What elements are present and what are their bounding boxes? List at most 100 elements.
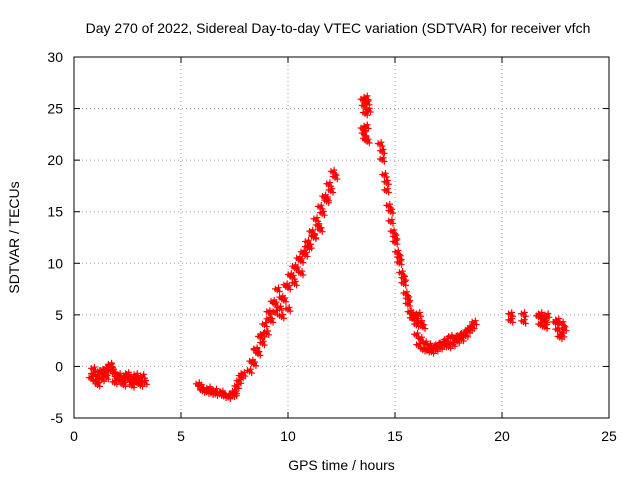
data-point [231, 381, 243, 392]
data-point [376, 154, 388, 165]
data-point [289, 261, 300, 273]
data-point [327, 166, 339, 178]
y-axis-label: SDTVAR / TECUs [6, 181, 22, 293]
data-point [118, 379, 129, 390]
y-tick-label: 0 [55, 358, 63, 374]
data-point [272, 284, 283, 295]
data-point [381, 185, 392, 196]
data-point [276, 311, 287, 322]
data-point [92, 379, 103, 390]
data-point [100, 372, 112, 383]
data-point [257, 329, 268, 341]
data-point [518, 309, 529, 320]
data-point [284, 270, 296, 281]
data-point [297, 247, 309, 258]
data-point [135, 379, 146, 390]
data-point [203, 383, 215, 394]
data-point [109, 377, 121, 388]
data-point [280, 280, 292, 291]
data-point [360, 92, 372, 103]
data-point [460, 329, 472, 341]
data-point [398, 273, 409, 284]
data-point [379, 170, 390, 181]
data-point [314, 224, 326, 235]
data-point [541, 310, 553, 321]
data-point [381, 177, 392, 188]
data-point [505, 315, 516, 326]
data-point [556, 329, 568, 341]
y-tick-label: 15 [47, 204, 63, 220]
data-point [210, 388, 221, 399]
data-point [385, 206, 397, 217]
data-point [113, 370, 125, 381]
data-point [233, 376, 245, 387]
data-point [505, 309, 516, 320]
data-point [374, 139, 386, 150]
data-point [402, 293, 414, 304]
data-point [244, 365, 255, 377]
data-point [259, 319, 270, 330]
data-points [85, 92, 570, 402]
data-point [360, 121, 372, 132]
y-tick-labels: -5 0 5 10 15 20 25 30 [47, 49, 63, 426]
data-point [321, 193, 332, 204]
data-point [269, 307, 281, 318]
data-point [314, 201, 326, 213]
data-point [518, 316, 529, 327]
data-point [302, 242, 313, 253]
plot-frame [73, 56, 610, 419]
y-tick-label: 30 [47, 49, 63, 65]
data-point [552, 324, 564, 335]
data-point [325, 185, 337, 196]
data-point [363, 105, 374, 116]
data-point [289, 278, 300, 289]
data-point [276, 292, 287, 303]
data-point [447, 339, 459, 350]
grid [74, 57, 609, 418]
y-tick-label: -5 [51, 410, 64, 426]
data-point [389, 231, 401, 243]
data-point [443, 341, 454, 352]
data-point [229, 388, 240, 399]
data-point [105, 359, 116, 370]
x-tick-label: 10 [280, 428, 296, 444]
data-point [295, 268, 307, 279]
data-point [558, 323, 570, 334]
x-axis-label: GPS time / hours [288, 457, 395, 473]
data-point [130, 370, 142, 381]
data-point [468, 317, 480, 328]
y-tick-label: 5 [55, 307, 63, 323]
data-point [308, 231, 320, 243]
data-point [237, 369, 249, 380]
data-point [441, 335, 452, 346]
data-point [310, 214, 322, 225]
y-tick-label: 10 [47, 255, 63, 271]
data-point [122, 371, 133, 382]
x-tick-label: 5 [177, 428, 185, 444]
data-point [411, 319, 422, 330]
data-point [552, 315, 564, 326]
data-point [250, 345, 262, 356]
data-point [394, 252, 405, 263]
data-point [361, 135, 373, 147]
x-tick-label: 20 [494, 428, 510, 444]
axis-ticks [73, 56, 610, 419]
data-point [406, 309, 418, 320]
y-tick-label: 20 [47, 152, 63, 168]
data-point [263, 314, 275, 325]
data-point [385, 216, 397, 227]
data-point [269, 298, 281, 310]
data-point [246, 356, 258, 367]
data-point [263, 307, 275, 318]
data-point [88, 363, 99, 375]
data-point [376, 146, 388, 157]
data-point [464, 323, 476, 334]
x-tick-label: 0 [70, 428, 78, 444]
data-point [282, 304, 294, 315]
data-point [539, 315, 551, 326]
data-point [293, 253, 305, 264]
data-point [539, 321, 551, 332]
data-point [361, 97, 373, 109]
chart-title: Day 270 of 2022, Sidereal Day-to-day VTE… [86, 20, 591, 36]
